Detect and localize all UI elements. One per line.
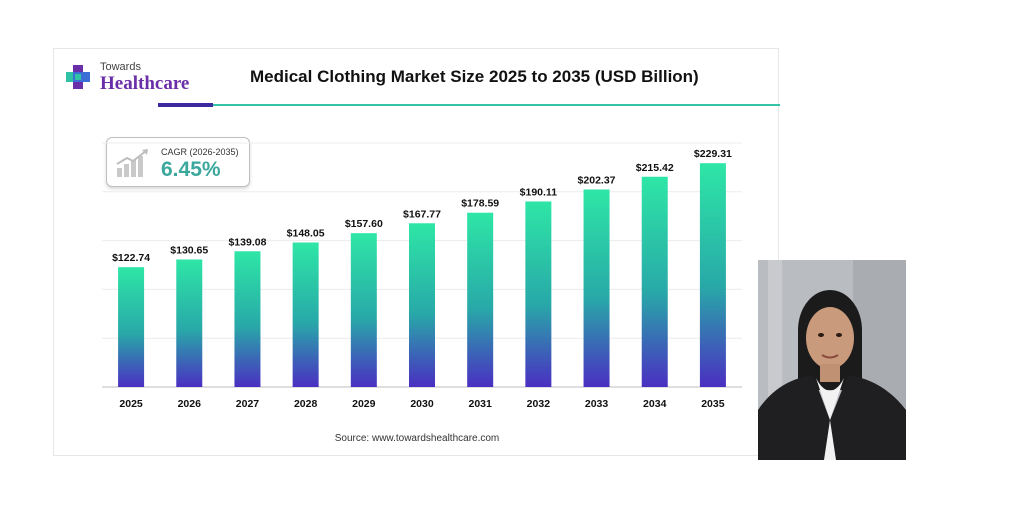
data-label-2028: $148.05 <box>287 228 325 240</box>
bar-2031 <box>467 212 494 387</box>
data-label-2031: $178.59 <box>461 198 499 210</box>
bar-2035 <box>699 163 726 387</box>
bar-2026 <box>176 259 203 387</box>
bar-2025 <box>118 267 145 387</box>
x-tick-2025: 2025 <box>119 398 143 410</box>
title-rule <box>213 104 780 106</box>
x-tick-2027: 2027 <box>236 398 260 410</box>
bar-2033 <box>583 189 610 387</box>
data-label-2029: $157.60 <box>345 218 383 230</box>
person-portrait <box>758 260 906 460</box>
x-tick-2033: 2033 <box>585 398 609 410</box>
cagr-badge: CAGR (2026-2035) 6.45% <box>106 137 250 187</box>
x-tick-2031: 2031 <box>469 398 493 410</box>
data-label-2035: $229.31 <box>694 148 732 160</box>
data-label-2027: $139.08 <box>228 236 266 248</box>
data-label-2026: $130.65 <box>170 244 208 256</box>
bar-2034 <box>641 176 668 387</box>
x-tick-2034: 2034 <box>643 398 667 410</box>
title-rule-accent <box>158 103 213 107</box>
bar-2027 <box>234 251 261 387</box>
brand-line1: Towards <box>100 61 141 73</box>
x-tick-2035: 2035 <box>701 398 725 410</box>
brand-line2: Healthcare <box>100 73 190 94</box>
bar-2032 <box>525 201 552 387</box>
data-label-2032: $190.11 <box>520 186 558 198</box>
bar-2028 <box>292 242 319 387</box>
data-label-2025: $122.74 <box>112 252 150 264</box>
x-tick-2032: 2032 <box>527 398 551 410</box>
portrait-image <box>758 260 906 460</box>
x-tick-2028: 2028 <box>294 398 318 410</box>
bar-2030 <box>409 223 435 387</box>
chart-title: Medical Clothing Market Size 2025 to 203… <box>250 67 699 86</box>
medical-cross-icon <box>66 65 90 89</box>
chart-card: Towards Healthcare Medical Clothing Mark… <box>53 48 780 456</box>
bar-growth-icon <box>116 149 148 177</box>
data-label-2034: $215.42 <box>636 162 674 174</box>
x-tick-2029: 2029 <box>352 398 376 410</box>
x-tick-2030: 2030 <box>410 398 434 410</box>
brand-logo: Towards Healthcare <box>64 59 204 99</box>
cagr-value: 6.45% <box>161 158 221 181</box>
bar-2029 <box>350 233 377 387</box>
cagr-label: CAGR (2026-2035) <box>161 147 239 157</box>
source-note: Source: www.towardshealthcare.com <box>334 433 500 444</box>
x-tick-2026: 2026 <box>178 398 202 410</box>
data-label-2033: $202.37 <box>578 174 616 186</box>
bar-chart: $122.74 $130.65 $139.08 $148.05 $157.60 $167.… <box>102 142 742 410</box>
data-label-2030: $167.77 <box>403 208 441 220</box>
